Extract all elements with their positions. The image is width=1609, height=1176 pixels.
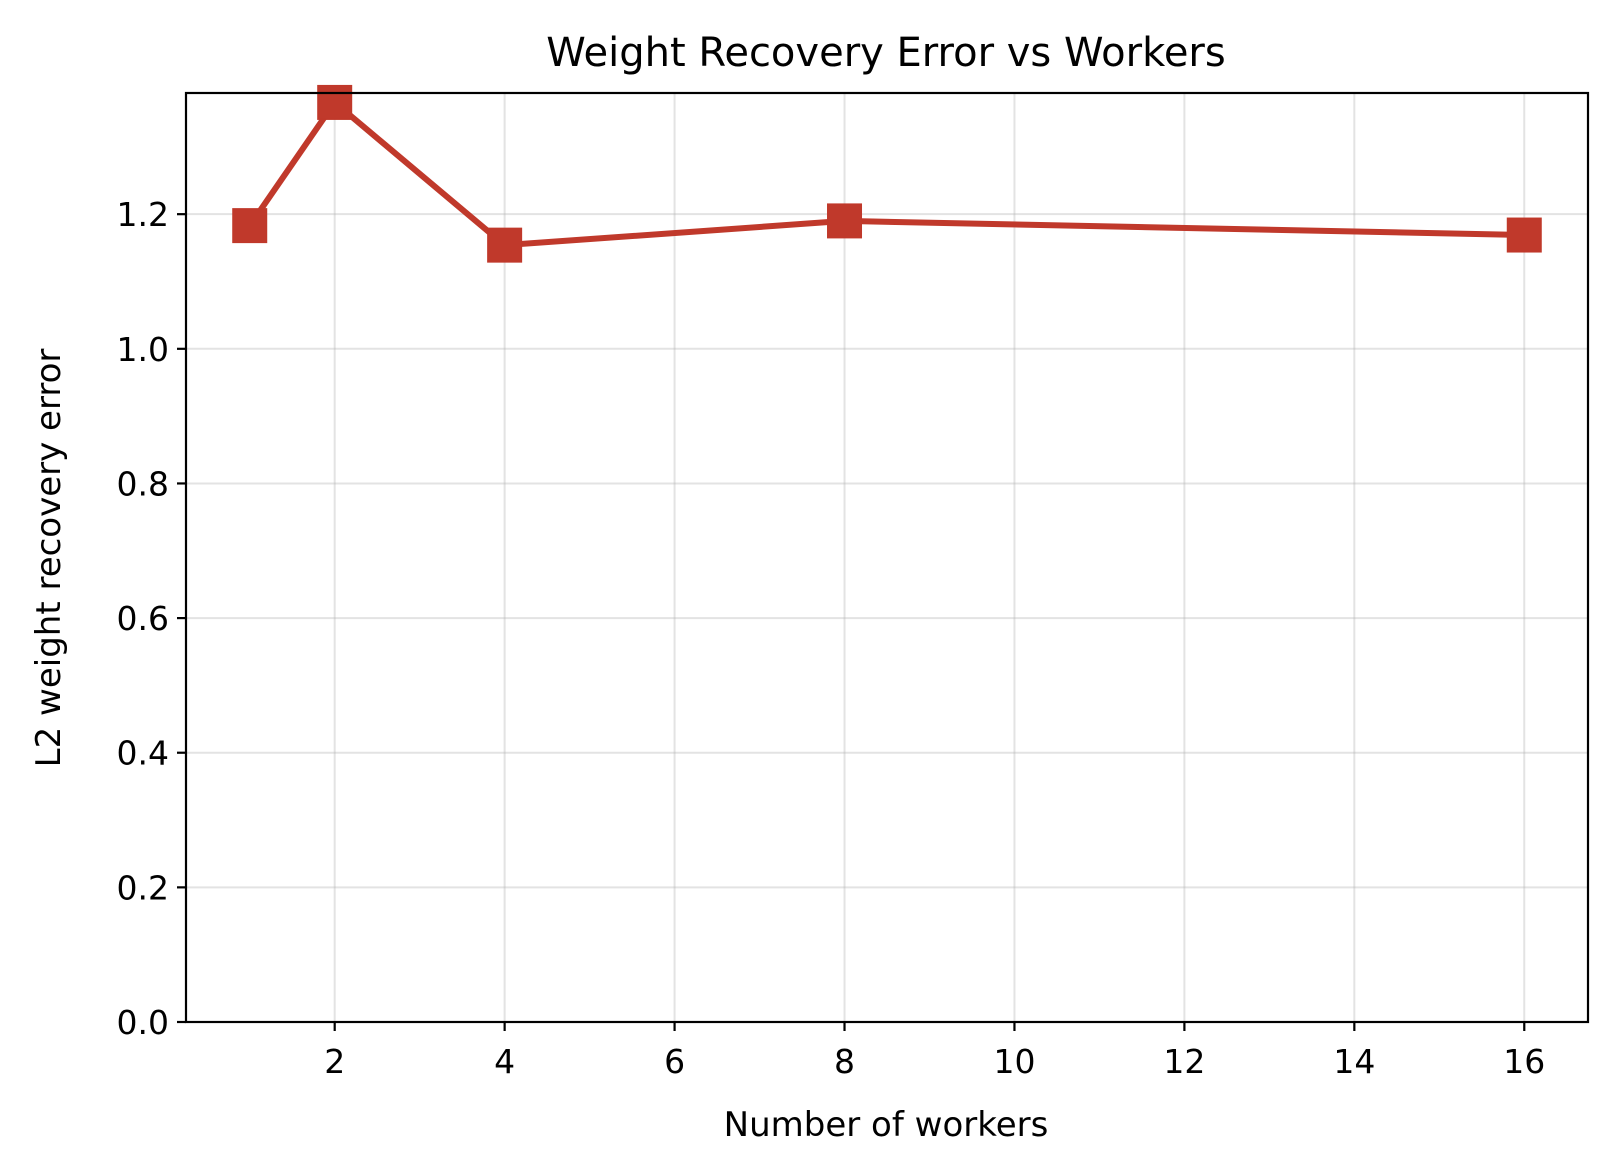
y-tick-label: 0.2 <box>117 868 169 907</box>
x-tick-label: 12 <box>1163 1042 1205 1081</box>
chart-title: Weight Recovery Error vs Workers <box>546 30 1225 76</box>
x-axis-label: Number of workers <box>724 1105 1049 1145</box>
plot-area-frame <box>184 91 1590 1024</box>
data-point-marker <box>487 227 523 263</box>
data-point-marker <box>827 203 863 239</box>
data-series <box>232 84 1542 263</box>
x-tick-label: 4 <box>494 1042 515 1081</box>
data-point-marker <box>232 208 268 244</box>
y-tick-label: 1.2 <box>117 195 169 234</box>
y-tick-label: 0.6 <box>117 599 169 638</box>
data-point-marker <box>317 84 353 120</box>
y-tick-label: 0.4 <box>117 734 169 773</box>
y-tick-label: 1.0 <box>117 330 169 369</box>
x-tick-label: 8 <box>834 1042 855 1081</box>
x-tick-label: 16 <box>1503 1042 1545 1081</box>
y-tick-label: 0.8 <box>117 464 169 503</box>
y-tick-label: 0.0 <box>117 1003 169 1042</box>
x-tick-label: 10 <box>993 1042 1035 1081</box>
axis-ticks: 2 4 6 8 10 12 14 16 0.0 0.2 0.4 0.6 0.8 1.0 1.2 <box>117 195 1546 1081</box>
grid-lines <box>186 93 1588 1023</box>
data-point-marker <box>1506 217 1542 253</box>
x-tick-label: 14 <box>1333 1042 1375 1081</box>
x-tick-label: 2 <box>324 1042 345 1081</box>
x-tick-label: 6 <box>664 1042 685 1081</box>
y-axis-label: L2 weight recovery error <box>29 349 69 768</box>
